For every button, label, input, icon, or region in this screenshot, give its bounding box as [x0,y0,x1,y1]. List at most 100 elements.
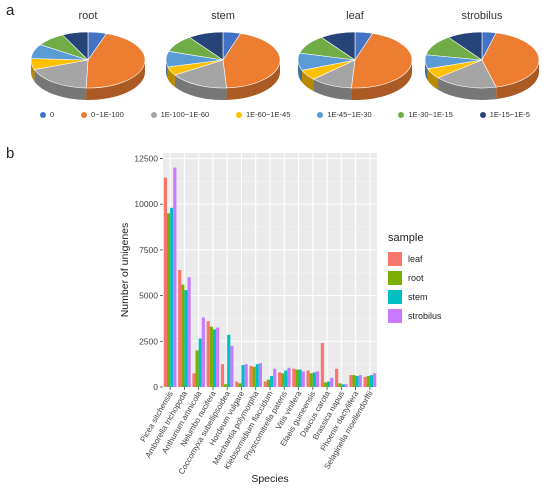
pie-stem-slice-2 [174,59,227,89]
pie-strobilus [424,31,540,100]
bar-strobilus [373,373,377,387]
bar-legend-item: strobilus [388,306,442,325]
bar-stem [241,365,245,387]
bar-legend-label: leaf [408,253,423,264]
pie-stem-side-1 [226,60,280,100]
bar-leaf [263,381,267,387]
bar-strobilus [187,277,191,387]
bar-stem [284,370,288,387]
y-axis-label: Number of unigenes [119,223,131,318]
bar-stem [312,372,316,387]
bar-leaf [178,270,182,387]
bar-leaf [306,370,310,387]
pie-legend-item: 1E-100~1E-60 [150,110,209,119]
pie-legend-label: 1E-60~1E-45 [245,110,291,119]
pie-legend-label: 0 [50,110,55,119]
bar-leaf [349,375,353,387]
bar-root [338,383,342,387]
bar-strobilus [244,364,248,387]
bar-strobilus [216,327,220,387]
bar-strobilus [201,317,205,387]
pie-title-root: root [78,10,98,22]
bar-stem [212,329,217,387]
bar-leaf [320,343,324,387]
bar-legend-item: leaf [388,249,442,268]
pie-legend-item: 1E-30~1E-15 [398,110,453,119]
bar-legend-item: root [388,268,442,287]
pie-root-slice-1 [85,33,146,89]
bar-root [238,383,242,387]
bar-root [309,373,313,387]
bar-strobilus [287,367,291,387]
y-tick-label: 5000 [139,291,158,301]
pie-legend-item: 1E-60~1E-45 [235,110,291,119]
pie-legend-item: 0~1E-100 [81,110,124,119]
bar-strobilus [315,371,320,387]
pie-stem-side-3 [167,66,175,88]
y-tick-label: 0 [153,382,158,392]
pie-legend-item: 1E-15~1E-5 [479,110,530,119]
bar-strobilus [230,345,234,387]
pie-root [30,31,146,100]
pie-legend-swatch [479,111,486,118]
panel-a-label: a [6,2,15,19]
pie-root-slice-2 [33,59,89,89]
bar-strobilus [344,384,348,387]
pie-legend-swatch [150,111,157,118]
bar-leaf [249,365,253,387]
y-tick-label: 10000 [134,199,158,209]
y-tick-label: 12500 [134,153,158,163]
bar-leaf [220,364,225,387]
y-tick-label: 2500 [139,336,158,346]
bar-leaf [192,373,196,387]
pie-leaf-slice-1 [351,33,413,89]
pie-leaf-side-2 [313,79,352,100]
bar-stem [270,376,274,387]
pie-root-side-1 [86,60,145,100]
bar-legend-swatch [388,308,402,323]
pie-title-leaf: leaf [346,10,364,22]
bar-leaf [277,372,282,387]
bar-leaf [363,376,367,387]
bar-leaf [292,368,296,387]
y-tick-label: 7500 [139,245,158,255]
pie-legend-swatch [81,111,87,118]
pie-stem [165,31,281,100]
bar-root [166,213,171,387]
pie-strobilus-slice-6 [447,31,483,61]
bar-strobilus [258,363,263,387]
pie-legend-label: 0~1E-100 [91,110,124,119]
pie-stem-side-2 [174,75,227,100]
bar-legend-label: stem [408,291,428,302]
pie-legend-swatch [40,111,46,118]
bar-leaf [235,381,239,387]
pie-title-strobilus: strobilus [461,10,503,22]
bar-root [366,376,370,387]
pie-stem-side-4 [166,60,168,79]
bar-root [224,384,228,387]
bar-stem [255,364,259,387]
pie-stem-slice-1 [222,33,281,89]
bar-root [266,379,270,387]
pie-leaf [297,31,413,100]
bar-root [323,382,328,387]
bar-strobilus [301,371,305,387]
bar-root [209,326,213,387]
pie-strobilus-slice-1 [481,32,540,88]
bar-legend: sample leaf root stem strobilus [388,232,442,325]
bar-root [281,373,285,387]
bar-strobilus [330,377,334,387]
pie-title-stem: stem [211,10,235,22]
bar-strobilus [273,368,277,387]
x-axis-label: Species [251,473,288,485]
bar-legend-label: strobilus [408,310,442,321]
bar-root [352,375,356,387]
pie-leaf-side-3 [302,70,314,92]
pie-legend-item: 0 [40,110,54,119]
bar-stem [355,376,359,387]
pie-strobilus-side-3 [427,68,439,90]
bar-legend-title: sample [388,232,424,244]
pie-legend-label: 1E-15~1E-5 [489,110,530,119]
bar-root [181,284,185,387]
